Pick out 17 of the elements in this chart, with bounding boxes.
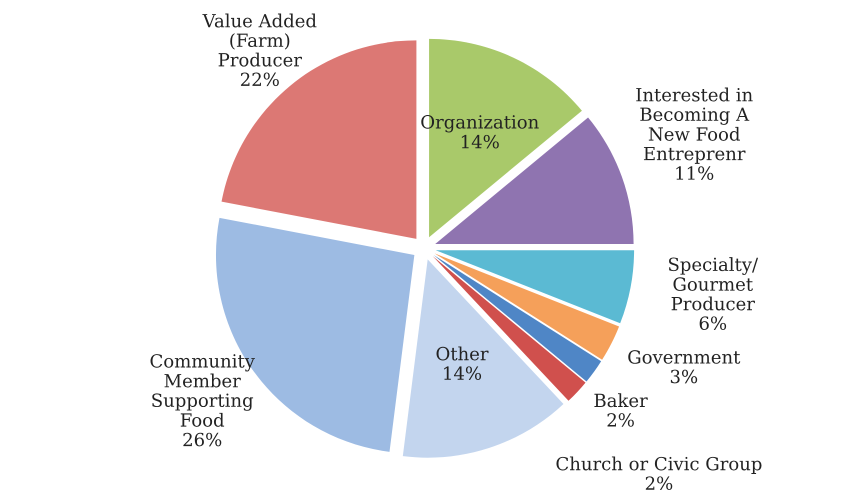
slice-label: Other xyxy=(436,346,489,360)
slice-label: Community Member Supporting Food xyxy=(150,354,255,427)
data-label: 26% xyxy=(183,432,222,446)
data-label: 2% xyxy=(607,413,634,427)
slice-label: Government xyxy=(628,350,740,364)
data-label: 11% xyxy=(676,166,714,180)
slice-label: Interested in Becoming A New Food Entreprenr xyxy=(636,88,753,164)
data-label: 3% xyxy=(670,370,698,384)
slice-label: Value Added (Farm) Producer xyxy=(202,14,316,67)
slice-label: Church or Civic Group xyxy=(556,456,762,474)
slice-label: Baker xyxy=(594,393,648,408)
data-label: 6% xyxy=(700,316,726,330)
data-label: 14% xyxy=(444,366,482,380)
data-label: 14% xyxy=(462,134,499,148)
slice-label: Specialty/ Gourmet Producer xyxy=(669,257,758,310)
data-label: 22% xyxy=(240,72,279,86)
data-label: 2% xyxy=(646,476,672,490)
